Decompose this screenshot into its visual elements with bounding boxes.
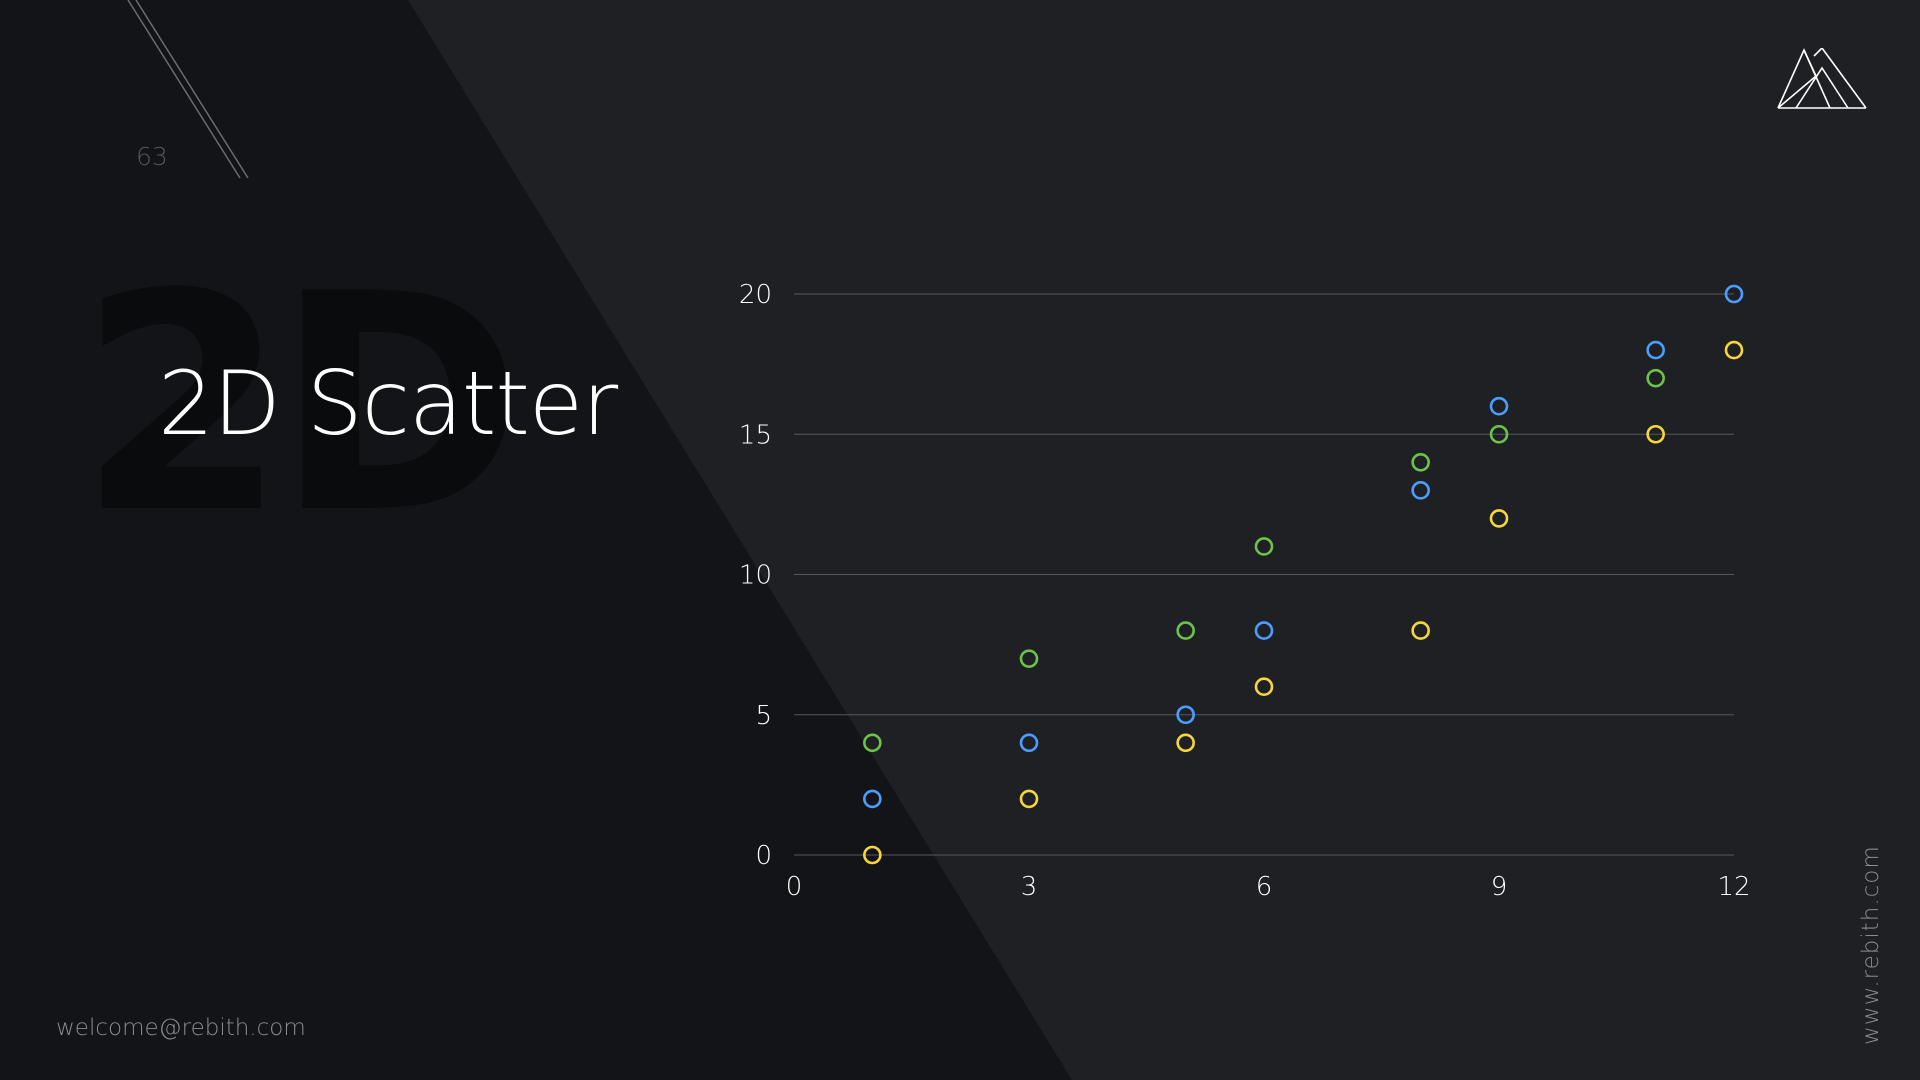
- scatter-point-series-1: [1254, 621, 1274, 640]
- y-tick-label: 15: [739, 420, 772, 450]
- slide-title: 2D Scatter: [158, 352, 618, 455]
- scatter-point-series-1: [1646, 340, 1665, 360]
- scatter-point-series-1: [1411, 481, 1430, 500]
- scatter-point-series-3: [1489, 509, 1509, 528]
- x-tick-label: 3: [1021, 872, 1038, 902]
- decorative-lines: [127, 0, 249, 179]
- scatter-point-series-2: [1646, 368, 1665, 388]
- y-tick-label: 20: [739, 280, 772, 310]
- y-tick-label: 0: [755, 841, 772, 871]
- scatter-point-series-1: [863, 789, 882, 809]
- scatter-point-series-2: [1176, 621, 1195, 640]
- grid-lines: [794, 293, 1734, 856]
- scatter-point-series-2: [1411, 452, 1430, 472]
- scatter-point-series-3: [1411, 621, 1430, 640]
- y-tick-label: 10: [739, 561, 772, 591]
- scatter-point-series-3: [1724, 340, 1744, 360]
- scatter-point-series-3: [1019, 789, 1039, 809]
- contact-email: welcome@rebith.com: [56, 1015, 306, 1041]
- website-url: www.rebith.com: [1858, 845, 1884, 1045]
- x-tick-label: 0: [786, 872, 803, 902]
- scatter-point-series-3: [863, 845, 882, 865]
- scatter-point-series-2: [1489, 424, 1509, 444]
- scatter-point-series-1: [1724, 284, 1744, 304]
- scatter-point-series-3: [1176, 733, 1195, 753]
- scatter-points: [863, 284, 1744, 865]
- x-axis-tick-labels: 0 3 6 9 12: [786, 872, 1751, 902]
- scatter-point-series-1: [1176, 705, 1195, 725]
- page-number: 63: [136, 142, 168, 171]
- x-tick-label: 9: [1491, 872, 1508, 902]
- y-axis-tick-labels: 0 5 10 15 20: [739, 280, 772, 871]
- scatter-point-series-3: [1646, 424, 1665, 444]
- scatter-point-series-2: [1019, 649, 1039, 668]
- mountain-logo-icon: [1777, 48, 1867, 109]
- scatter-point-series-2: [1254, 537, 1274, 556]
- y-tick-label: 5: [755, 701, 772, 731]
- scatter-point-series-1: [1019, 733, 1039, 753]
- x-tick-label: 6: [1256, 872, 1273, 902]
- title-watermark: 2D: [78, 230, 524, 579]
- scatter-point-series-2: [863, 733, 882, 753]
- scatter-point-series-1: [1489, 396, 1509, 416]
- x-tick-label: 12: [1717, 872, 1750, 902]
- scatter-point-series-3: [1254, 677, 1274, 697]
